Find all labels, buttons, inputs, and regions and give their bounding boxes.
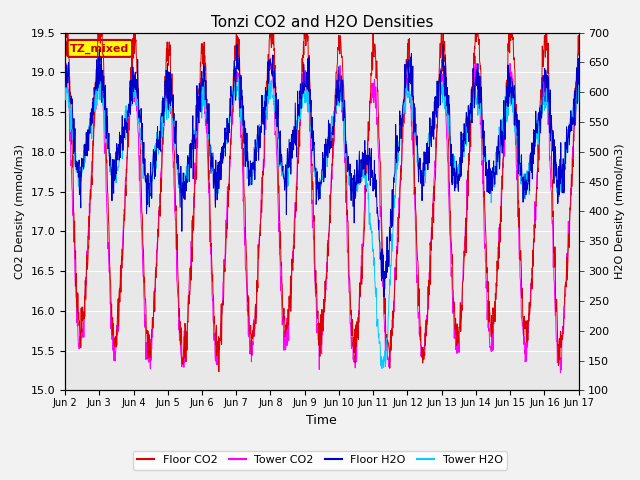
Legend: Floor CO2, Tower CO2, Floor H2O, Tower H2O: Floor CO2, Tower CO2, Floor H2O, Tower H… [133, 451, 507, 469]
Title: Tonzi CO2 and H2O Densities: Tonzi CO2 and H2O Densities [211, 15, 433, 30]
Y-axis label: H2O Density (mmol/m3): H2O Density (mmol/m3) [615, 144, 625, 279]
Y-axis label: CO2 Density (mmol/m3): CO2 Density (mmol/m3) [15, 144, 25, 279]
Text: TZ_mixed: TZ_mixed [70, 43, 129, 54]
X-axis label: Time: Time [307, 414, 337, 427]
